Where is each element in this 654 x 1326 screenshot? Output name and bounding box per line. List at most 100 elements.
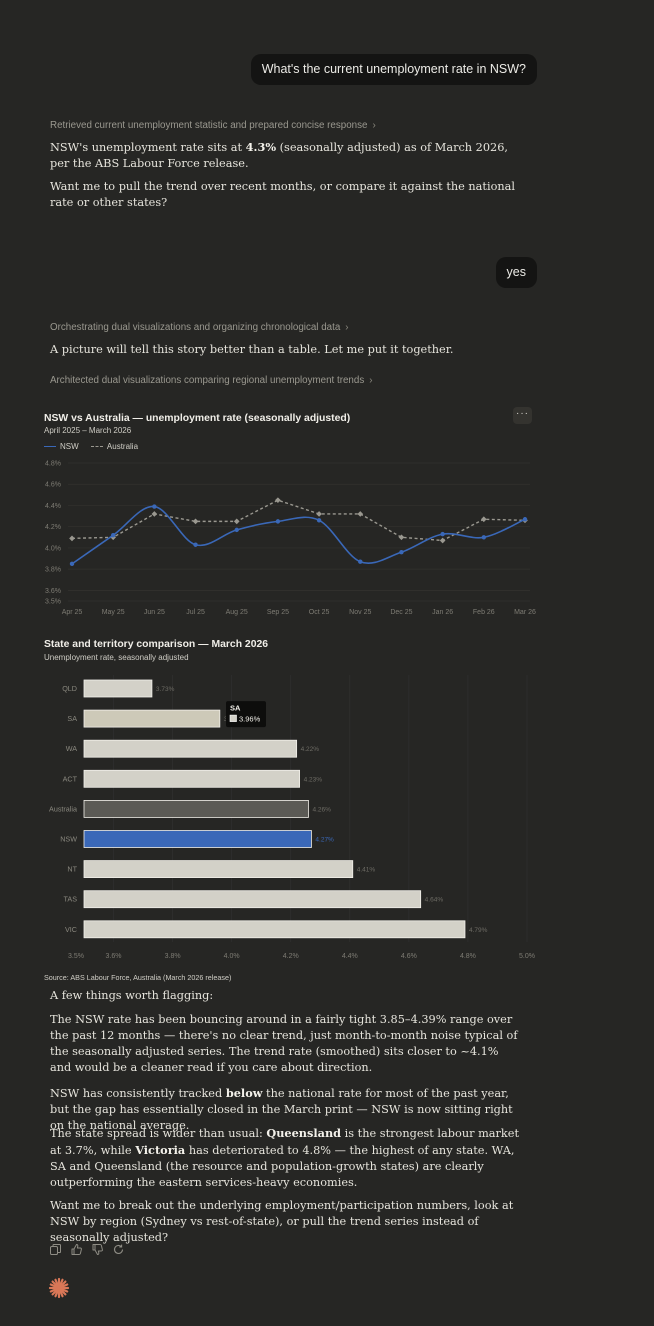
x-tick-label: Aug 25 [226,609,248,616]
data-point-nsw [152,504,157,509]
tooltip-value: 3.96% [239,715,261,724]
category-label: ACT [63,774,78,783]
thumbs-down-icon[interactable] [91,1241,104,1255]
assistant-followup: Want me to pull the trend over recent mo… [50,180,515,209]
bar [83,890,422,909]
category-label: NSW [60,835,77,844]
data-point-nsw [399,549,404,555]
bar-chart-subtitle: Unemployment rate, seasonally adjusted [44,653,189,662]
category-label: QLD [62,684,77,693]
tooltip-label: SA [230,704,241,713]
user-message: What's the current unemployment rate in … [250,54,537,85]
summary-bold: below [225,1086,263,1100]
thumbs-up-icon[interactable] [70,1241,83,1255]
line-chart: 4.8% 4.6% 4.4% 4.2% 4.0% 3.8% 3.6% 3.5%Apr 25 Ma… [45,461,536,617]
summary-bold: Queensland [266,1126,342,1140]
data-point-australia [233,518,240,525]
legend-swatch-nsw [44,446,56,448]
data-point-nsw [481,535,487,540]
data-point-nsw [234,527,239,533]
data-point-nsw [316,518,322,523]
data-point-nsw [440,531,445,537]
legend-label-australia: Australia [106,442,139,451]
y-tick-label: 4.4% [45,503,61,510]
y-tick-label: 4.0% [45,545,61,552]
x-tick-label: 5.0% [519,953,535,960]
assistant-reply: NSW's unemployment rate sits at 4.3% (se… [50,139,520,172]
y-tick-label: 4.8% [45,461,61,468]
series-line-nsw [71,505,526,565]
bar [83,769,300,788]
y-tick-label: 3.5% [45,599,61,606]
data-point-australia [480,516,487,523]
x-tick-label: 4.6% [401,953,417,960]
bar [83,799,309,818]
summary-text: has deteriorated to 4.8% — the highest o… [50,1144,515,1189]
bar-chart: 3.5% 3.6% 3.8% 4.0% 4.2% 4.4% 4.6% 4.8% 5.0% QLD 3… [49,675,535,960]
chevron-right-icon: › [345,322,349,333]
summary-text: NSW has consistently tracked [50,1087,226,1100]
bar-tooltip: SA 3.96% [226,701,266,728]
category-label: NT [67,865,77,874]
x-tick-label: Jan 26 [432,609,453,616]
copy-icon[interactable] [49,1241,62,1255]
bar [83,860,354,879]
bar-chart-title: State and territory comparison — March 2… [44,639,269,650]
data-point-nsw [110,532,116,538]
category-label: TAS [64,895,78,904]
data-point-australia [69,535,75,542]
thinking-label: Architected dual visualizations comparin… [50,375,365,386]
legend-swatch-australia [90,446,103,448]
more-options-button[interactable]: ··· [513,407,532,424]
summary-text: the national rate for most of the past y… [50,1087,513,1132]
y-tick-label: 3.6% [45,588,61,595]
x-tick-label: Feb 26 [473,609,495,616]
bar [83,739,298,758]
bar [83,920,466,939]
data-label: 4.27% [315,837,334,844]
data-point-nsw [69,561,75,567]
data-label: 4.22% [301,746,320,753]
summary-paragraph-3: The state spread is wider than usual: Qu… [50,1125,520,1191]
x-tick-label: 3.8% [165,953,181,960]
category-label: VIC [65,925,77,934]
series-line-australia [71,499,526,542]
thinking-summary[interactable]: Retrieved current unemployment statistic… [50,120,376,131]
bar [83,709,221,728]
data-point-nsw [358,559,363,564]
summary-intro: A few things worth flagging: [50,989,214,1002]
data-point-nsw [193,542,198,547]
data-point-australia [439,537,446,544]
thinking-summary[interactable]: Architected dual visualizations comparin… [50,375,372,386]
bar [83,830,312,848]
message-actions [49,1241,125,1255]
x-tick-label: 3.5% [68,953,84,960]
thinking-summary[interactable]: Orchestrating dual visualizations and or… [50,322,349,333]
line-chart-legend: NSW Australia [44,442,138,451]
retry-icon[interactable] [112,1241,125,1254]
data-point-australia [316,511,322,517]
x-tick-label: 4.0% [224,953,240,960]
bar [83,679,153,698]
legend-label-nsw: NSW [60,442,79,451]
x-tick-label: May 25 [102,609,125,616]
reply-text: NSW's unemployment rate sits at [50,141,246,154]
y-tick-label: 4.6% [45,482,61,489]
data-label: 3.73% [156,686,175,693]
thinking-label: Orchestrating dual visualizations and or… [50,322,341,333]
summary-paragraph-2: NSW has consistently tracked below the n… [50,1085,520,1134]
y-tick-label: 4.2% [45,524,61,531]
data-point-australia [275,497,281,503]
data-label: 4.26% [312,806,331,813]
data-label: 4.23% [304,776,323,783]
line-chart-subtitle: April 2025 – March 2026 [44,426,132,435]
user-message: yes [495,257,537,288]
chevron-right-icon: › [372,120,376,131]
data-point-australia [151,511,158,517]
assistant-reply: A picture will tell this story better th… [50,343,454,356]
summary-text: The state spread is wider than usual: [50,1127,267,1140]
x-tick-label: 4.4% [342,953,358,960]
x-tick-label: 4.8% [460,953,476,960]
x-tick-label: Nov 25 [349,609,371,616]
x-tick-label: Dec 25 [390,609,412,616]
